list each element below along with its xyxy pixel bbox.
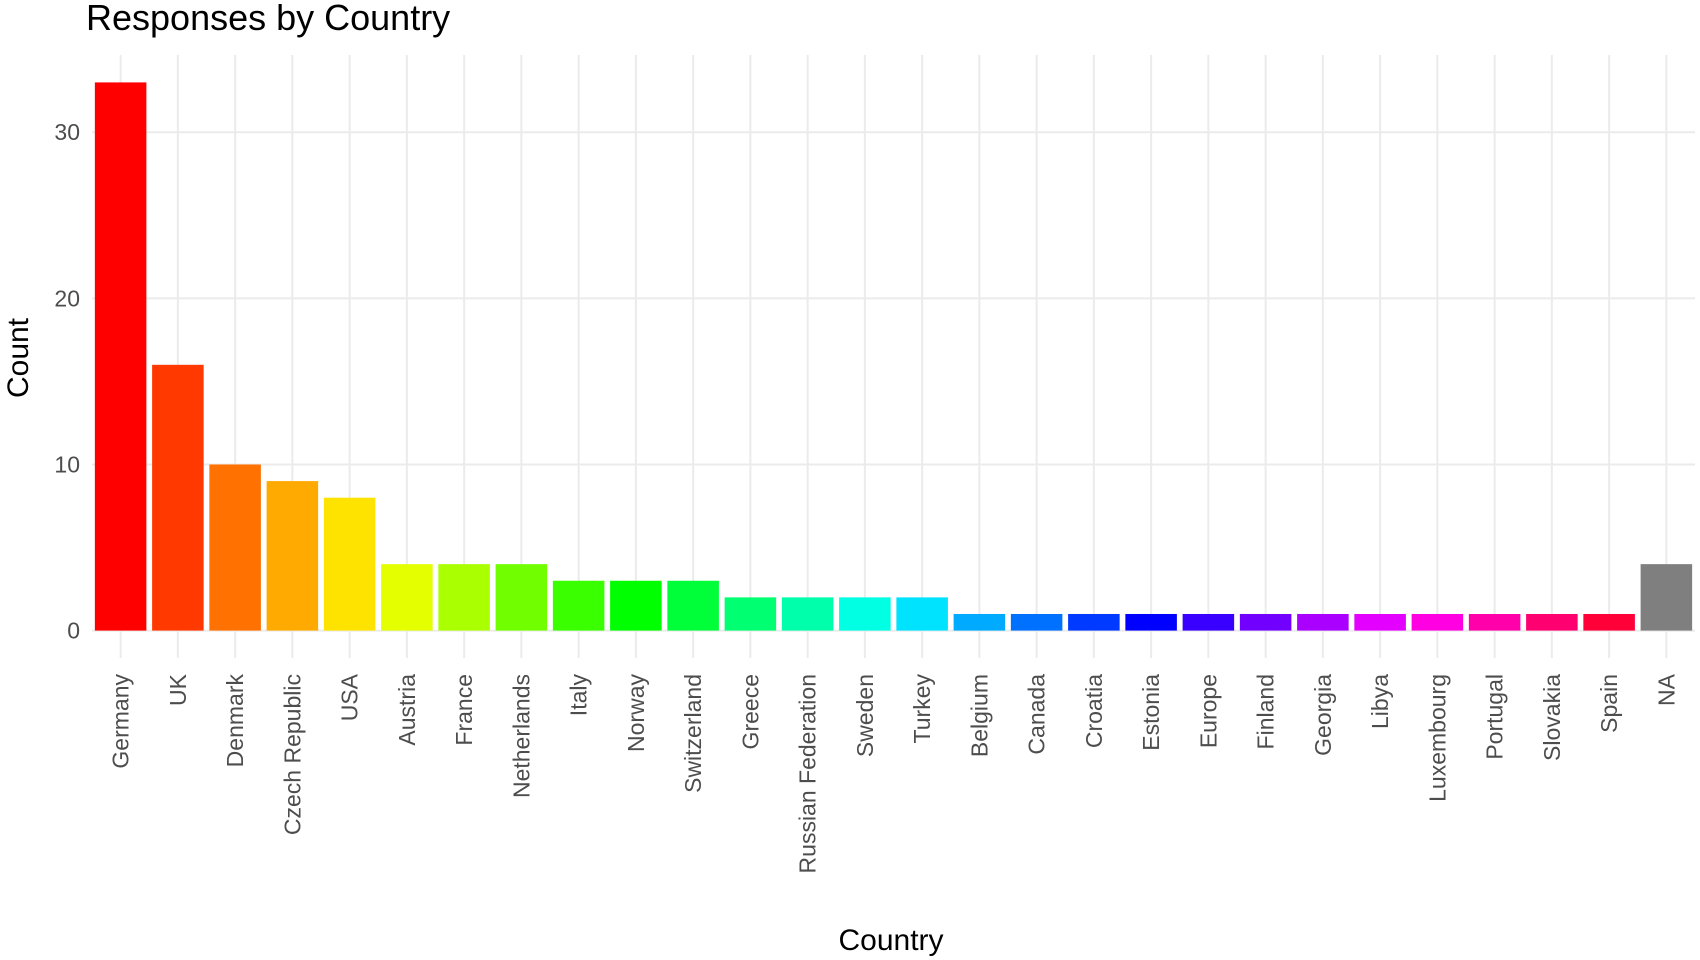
bar — [610, 580, 662, 631]
x-tick-label: Switzerland — [680, 674, 706, 793]
bar — [896, 597, 948, 631]
x-tick-label: Netherlands — [508, 674, 534, 798]
bar — [1239, 613, 1292, 631]
x-tick-label: Portugal — [1482, 674, 1508, 760]
y-tick-label: 0 — [67, 618, 80, 644]
bar — [266, 481, 319, 631]
x-tick-label: Finland — [1253, 674, 1279, 749]
y-axis-title: Count — [2, 317, 35, 398]
bar — [1468, 613, 1521, 631]
bar — [1526, 613, 1578, 631]
x-tick-label: Europe — [1195, 674, 1221, 748]
bar — [953, 613, 1006, 631]
bar — [552, 580, 605, 631]
x-tick-label: Estonia — [1138, 674, 1164, 751]
bar — [1411, 613, 1464, 631]
y-tick-label: 10 — [54, 451, 80, 477]
x-tick-label: UK — [165, 673, 191, 706]
x-tick-label: Italy — [566, 674, 592, 717]
x-tick-label: Georgia — [1310, 674, 1336, 756]
x-tick-label: Luxembourg — [1424, 674, 1450, 802]
x-tick-label: Germany — [108, 674, 134, 769]
bar — [1297, 613, 1349, 631]
x-tick-label: NA — [1653, 673, 1679, 706]
x-tick-label: Slovakia — [1539, 674, 1565, 761]
x-tick-label: Croatia — [1081, 674, 1107, 748]
x-tick-label: France — [451, 674, 477, 746]
y-tick-label: 30 — [54, 119, 80, 145]
bar — [1068, 613, 1120, 631]
bar — [1354, 613, 1406, 631]
x-tick-label: Turkey — [909, 674, 935, 744]
bar — [209, 464, 261, 631]
y-tick-label: 20 — [54, 285, 80, 311]
x-tick-label: Czech Republic — [279, 674, 305, 835]
x-tick-label: Austria — [394, 674, 420, 746]
bar — [152, 364, 204, 631]
bar — [1583, 613, 1635, 631]
bar — [94, 82, 147, 631]
bar — [1010, 613, 1063, 631]
x-tick-label: Spain — [1596, 674, 1622, 733]
bar — [781, 597, 834, 631]
x-tick-label: Canada — [1024, 674, 1050, 755]
bar — [438, 564, 490, 631]
x-tick-label: Belgium — [966, 674, 992, 757]
bar — [1182, 613, 1235, 631]
x-tick-label: Denmark — [222, 674, 248, 768]
bar — [724, 597, 777, 631]
bar — [495, 564, 548, 631]
bar — [323, 497, 376, 631]
x-axis-title: Country — [838, 924, 943, 957]
bar — [381, 564, 433, 631]
bar — [839, 597, 891, 631]
bar — [1125, 613, 1177, 631]
x-tick-label: Libya — [1367, 674, 1393, 729]
bar — [667, 580, 719, 631]
x-tick-label: USA — [337, 673, 363, 721]
x-tick-label: Sweden — [852, 674, 878, 757]
chart-title: Responses by Country — [86, 0, 450, 38]
x-tick-label: Norway — [623, 674, 649, 752]
x-tick-label: Greece — [737, 674, 763, 749]
x-tick-label: Russian Federation — [795, 674, 821, 873]
bar — [1640, 564, 1693, 631]
